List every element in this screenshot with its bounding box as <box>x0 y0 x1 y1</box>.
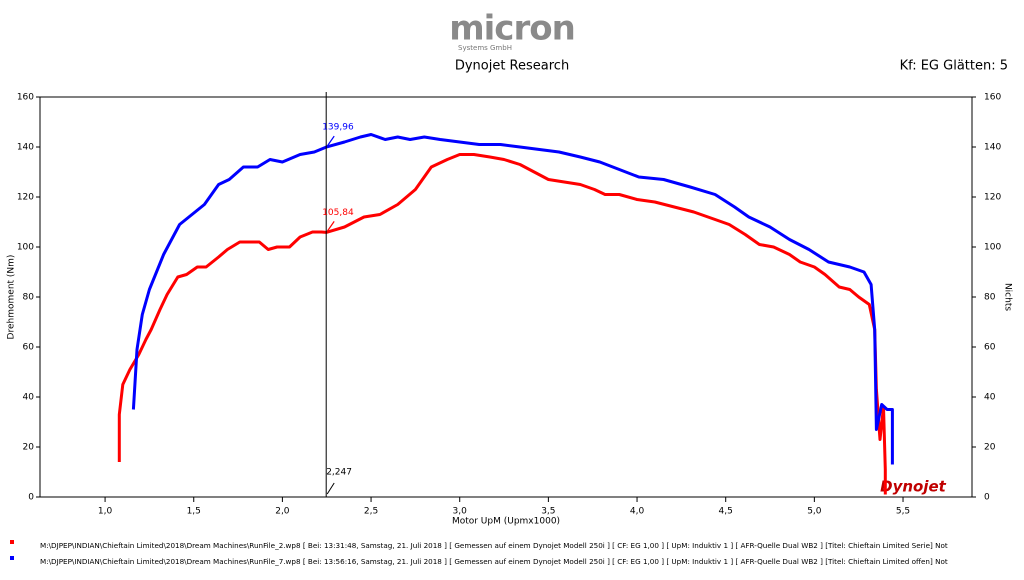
y2-tick-label: 140 <box>984 143 1001 153</box>
x-tick-label: 5,0 <box>807 507 822 517</box>
x-tick-label: 3,0 <box>453 507 468 517</box>
y-tick-label: 140 <box>17 143 34 153</box>
x-tick-label: 3,5 <box>541 507 555 517</box>
y-tick-label: 60 <box>23 343 35 353</box>
chart-subtitle: Kf: EG Glätten: 5 <box>900 59 1008 74</box>
logo-subtitle: Systems GmbH <box>458 44 512 52</box>
series-line <box>117 153 887 495</box>
y-axis-label: Drehmoment (Nm) <box>7 255 17 340</box>
cursor-arrow <box>326 482 335 495</box>
y-tick-label: 20 <box>23 443 35 453</box>
watermark: Dynojet <box>880 478 947 496</box>
annotation-arrow <box>326 135 335 147</box>
legend-swatch <box>10 556 14 560</box>
x-tick-label: 5,5 <box>896 507 910 517</box>
logo: micron <box>449 9 575 49</box>
legend-label: M:\DJPEP\INDIAN\Chieftain Limited\2018\D… <box>40 557 948 566</box>
legend-swatch <box>10 540 14 544</box>
annotation-arrow <box>326 221 335 232</box>
y-tick-label: 40 <box>23 393 35 403</box>
x-axis-label: Motor UpM (Upmx1000) <box>452 517 560 527</box>
cursor-label: 2,247 <box>326 468 352 478</box>
x-tick-label: 2,0 <box>275 507 290 517</box>
y2-tick-label: 60 <box>984 343 996 353</box>
x-tick-label: 4,0 <box>630 507 645 517</box>
y2-tick-label: 40 <box>984 393 996 403</box>
y2-tick-label: 160 <box>984 93 1001 103</box>
chart-title: Dynojet Research <box>455 59 569 74</box>
annotation-label: 139,96 <box>322 123 354 133</box>
series-line <box>131 133 894 465</box>
y2-axis-label: Nichts <box>1003 283 1013 311</box>
y-tick-label: 80 <box>23 293 35 303</box>
legend-label: M:\DJPEP\INDIAN\Chieftain Limited\2018\D… <box>40 541 948 550</box>
y-tick-label: 100 <box>17 243 34 253</box>
y-tick-label: 160 <box>17 93 34 103</box>
annotation-label: 105,84 <box>322 208 354 218</box>
y2-tick-label: 20 <box>984 443 996 453</box>
y-tick-label: 0 <box>28 493 34 503</box>
x-tick-label: 4,5 <box>719 507 733 517</box>
y-tick-label: 120 <box>17 193 34 203</box>
x-tick-label: 2,5 <box>364 507 378 517</box>
x-tick-label: 1,0 <box>98 507 113 517</box>
y2-tick-label: 0 <box>984 493 990 503</box>
y2-tick-label: 120 <box>984 193 1001 203</box>
y2-tick-label: 80 <box>984 293 996 303</box>
x-tick-label: 1,5 <box>187 507 201 517</box>
y2-tick-label: 100 <box>984 243 1001 253</box>
